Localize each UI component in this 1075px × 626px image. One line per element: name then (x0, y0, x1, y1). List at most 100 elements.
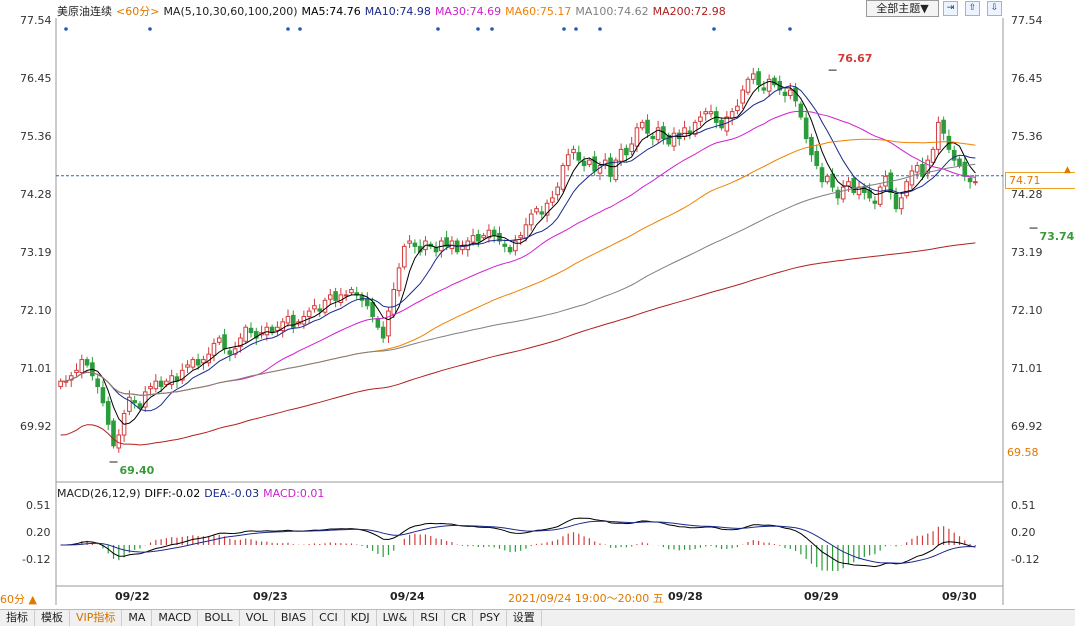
tab-cr[interactable]: CR (445, 610, 474, 626)
candle-body (402, 245, 407, 268)
tab-vip-indicators[interactable]: VIP指标 (70, 610, 123, 626)
candle-body (761, 87, 767, 91)
candle-body (174, 376, 180, 382)
event-dot (286, 27, 290, 31)
candle-body (782, 91, 788, 96)
theme-dropdown[interactable]: 全部主题▼ (866, 0, 939, 17)
candle-body (359, 295, 365, 301)
candle-body (613, 159, 619, 181)
macd-value: MACD:0.01 (263, 487, 325, 500)
tab-cci[interactable]: CCI (313, 610, 345, 626)
tab-kdj[interactable]: KDJ (345, 610, 377, 626)
candle-body (312, 305, 317, 310)
candle-body (169, 375, 174, 385)
ma30-value: MA30:74.69 (434, 5, 502, 18)
candle-body (523, 224, 529, 239)
x-date: 09/22 (115, 590, 150, 603)
candle-body (68, 375, 74, 381)
tab-psy[interactable]: PSY (473, 610, 507, 626)
tab-lw[interactable]: LW& (377, 610, 415, 626)
candle-body (967, 177, 973, 183)
candle-body (608, 157, 613, 177)
candle-body (624, 147, 629, 156)
candle-body (333, 291, 338, 301)
candle-body (206, 353, 211, 364)
candle-body (179, 369, 185, 381)
candle-body (211, 342, 217, 356)
candle-body (343, 294, 349, 297)
pin-button[interactable]: ⇥ (943, 1, 958, 16)
candle-body (454, 240, 460, 253)
ma-line-ma200 (60, 242, 976, 446)
candle-body (153, 380, 159, 390)
ma-line-ma10 (60, 85, 976, 412)
candle-body (386, 310, 391, 337)
period-corner[interactable]: 60分 ▲ (0, 593, 37, 606)
tab-rsi[interactable]: RSI (414, 610, 446, 626)
candle-body (486, 229, 492, 239)
tab-indicators[interactable]: 指标 (0, 610, 35, 626)
candle-body (327, 294, 333, 300)
tab-vol[interactable]: VOL (240, 610, 275, 626)
tab-bias[interactable]: BIAS (275, 610, 314, 626)
event-dot (64, 27, 68, 31)
symbol-name[interactable]: 美原油连续 (57, 5, 112, 18)
candle-body (904, 181, 909, 197)
price-tick-right: 71.01 (1011, 362, 1043, 375)
price-tick: 69.92 (20, 420, 52, 433)
candle-body (883, 175, 888, 187)
candle-body (803, 117, 809, 140)
candle-body (481, 235, 486, 239)
candle-body (259, 332, 264, 336)
candle-body (491, 229, 497, 237)
candle-body (666, 134, 671, 145)
candle-body (507, 246, 513, 253)
move-down-button[interactable]: ⇩ (987, 1, 1002, 16)
candle-body (306, 310, 312, 317)
candle-body (962, 161, 968, 177)
extreme-label: 73.74 (1040, 230, 1075, 243)
x-date: 09/28 (668, 590, 703, 603)
candle-body (798, 103, 804, 118)
tab-boll[interactable]: BOLL (198, 610, 240, 626)
macd-tick-right: -0.12 (1011, 553, 1040, 566)
macd-diff-line (60, 517, 976, 568)
candle-body (253, 331, 259, 339)
tab-settings[interactable]: 设置 (507, 610, 542, 626)
candle-body (835, 189, 841, 199)
ma-params[interactable]: MA(5,10,30,60,100,200) (163, 5, 298, 18)
candle-body (676, 132, 682, 140)
candle-body (740, 89, 746, 104)
ma5-value: MA5:74.76 (301, 5, 361, 18)
candle-body (121, 412, 127, 436)
candle-body (465, 240, 471, 251)
macd-tick-right: 0.51 (1011, 499, 1036, 512)
event-dot (562, 27, 566, 31)
move-up-button[interactable]: ⇧ (965, 1, 980, 16)
price-tick-right: 77.54 (1011, 14, 1043, 27)
candle-body (449, 240, 455, 250)
candle-body (708, 111, 714, 115)
candle-body (412, 242, 418, 247)
candle-body (645, 119, 650, 134)
tab-ma[interactable]: MA (122, 610, 153, 626)
price-tick: 77.54 (20, 14, 52, 27)
x-date: 09/30 (942, 590, 977, 603)
candle-body (338, 294, 344, 303)
candle-body (618, 148, 624, 162)
candle-body (248, 327, 254, 334)
candle-body (787, 89, 793, 96)
period-label[interactable]: <60分> (116, 5, 160, 18)
candle-body (164, 380, 169, 385)
candle-body (957, 158, 962, 167)
tab-macd[interactable]: MACD (152, 610, 199, 626)
candle-body (142, 391, 148, 408)
candle-body (925, 159, 931, 174)
tab-templates[interactable]: 模板 (35, 610, 70, 626)
candle-body (951, 149, 957, 161)
candle-body (724, 116, 730, 132)
candle-body (417, 245, 423, 253)
candle-body (756, 71, 761, 86)
